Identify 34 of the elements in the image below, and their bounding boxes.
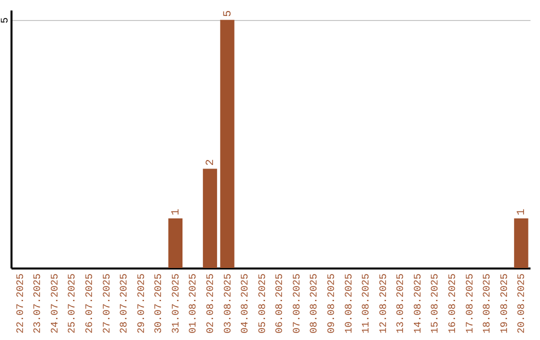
x-tick-label: 28.07.2025 [120,274,131,334]
x-tick-label: 29.07.2025 [136,274,148,334]
x-tick-label: 19.08.2025 [500,274,511,334]
x-tick-label: 10.08.2025 [344,274,356,334]
x-tick-label: 31.07.2025 [171,274,182,334]
data-label: 1 [170,208,182,216]
data-label: 5 [222,10,234,17]
x-tick-label: 22.07.2025 [16,274,27,334]
x-tick-label: 24.07.2025 [50,274,62,334]
x-tick-label: 25.07.2025 [68,274,79,334]
x-tick-label: 13.08.2025 [396,274,408,334]
x-tick-label: 09.08.2025 [327,274,338,334]
x-tick-label: 16.08.2025 [448,274,460,334]
x-tick-label: 07.08.2025 [292,274,304,334]
x-tick-label: 20.08.2025 [517,274,528,334]
x-tick-label: 03.08.2025 [223,274,234,334]
x-tick-label: 15.08.2025 [430,274,442,334]
x-tick-label: 04.08.2025 [240,274,252,334]
x-tick-label: 06.08.2025 [275,274,286,334]
x-tick-label: 27.07.2025 [102,274,114,334]
x-tick-label: 30.07.2025 [154,274,166,334]
x-tick-label: 14.08.2025 [413,274,424,334]
x-tick-label: 18.08.2025 [482,274,494,334]
x-tick-label: 11.08.2025 [362,274,373,334]
x-tick-label: 01.08.2025 [188,274,200,334]
data-label: 1 [516,208,528,216]
data-label: 2 [204,159,217,166]
x-tick-label: 12.08.2025 [378,274,390,334]
x-tick-label: 02.08.2025 [206,274,217,334]
x-tick-label: 05.08.2025 [258,274,269,334]
x-tick-label: 26.07.2025 [84,274,96,334]
x-tick-label: 23.07.2025 [33,274,44,334]
x-tick-label: 17.08.2025 [465,274,476,334]
x-tick-label: 08.08.2025 [310,274,321,334]
